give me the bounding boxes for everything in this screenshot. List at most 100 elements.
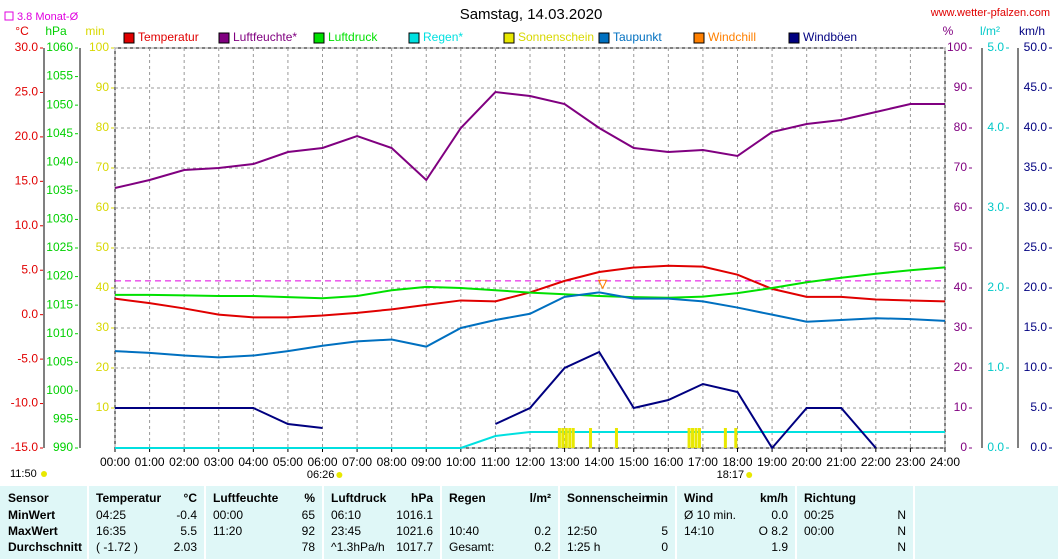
y-tick-label: 40.0	[1024, 120, 1048, 134]
legend-swatch	[218, 32, 230, 44]
table-cell: Luftfeuchte	[213, 491, 279, 505]
table-cell: 16:35	[96, 524, 126, 538]
legend-swatch	[693, 32, 705, 44]
table-cell: °C	[184, 491, 198, 505]
sunshine-bar	[723, 428, 727, 448]
table-cell: ( -1.72 )	[96, 540, 138, 554]
table-cell: 0.0	[771, 508, 788, 522]
y-tick-label: 10.0	[1024, 360, 1048, 374]
y-tick-label: 80	[96, 120, 110, 134]
table-cell: 92	[302, 524, 316, 538]
table-cell: O 8.2	[759, 524, 789, 538]
y-tick-label: 1000	[46, 383, 73, 397]
y-tick-label: 0.0	[21, 307, 38, 321]
table-cell: 5.5	[180, 524, 197, 538]
y-tick-label: 100	[89, 40, 109, 54]
y-tick-label: 50	[954, 240, 968, 254]
table-cell: 0	[661, 540, 668, 554]
y-tick-label: 1055	[46, 69, 73, 83]
table-background	[0, 486, 1058, 559]
legend-swatch	[313, 32, 325, 44]
table-cell: 0.2	[534, 540, 551, 554]
annotation: 18:17	[717, 469, 745, 481]
sun-icon	[336, 472, 343, 478]
table-cell: N	[897, 540, 906, 554]
y-tick-label: 60	[96, 200, 110, 214]
sunshine-bar	[564, 428, 568, 448]
month-avg-label: 3.8 Monat-Ø	[17, 11, 79, 23]
y-tick-label: 25.0	[15, 85, 39, 99]
x-tick-label: 06:00	[307, 455, 337, 469]
y-tick-label: 10	[954, 400, 968, 414]
legend-label: Windböen	[803, 30, 857, 44]
table-cell: km/h	[760, 491, 788, 505]
x-tick-label: 18:00	[722, 455, 752, 469]
x-tick-label: 21:00	[826, 455, 856, 469]
y-tick-label: 10.0	[15, 218, 39, 232]
table-cell: 10:40	[449, 524, 479, 538]
series-line	[115, 350, 877, 450]
sun-icon	[41, 471, 47, 477]
y-tick-label: 30	[954, 320, 968, 334]
legend-swatch	[123, 32, 135, 44]
table-cell: 00:25	[804, 508, 834, 522]
y-tick-label: 990	[53, 440, 73, 454]
x-tick-label: 09:00	[411, 455, 441, 469]
series-line	[115, 431, 945, 449]
sunshine-bar	[561, 428, 565, 448]
y-tick-label: 1050	[46, 97, 73, 111]
y-tick-label: 5.0	[987, 40, 1004, 54]
table-cell: 11:20	[213, 524, 242, 538]
table-cell: min	[647, 491, 668, 505]
y-tick-label: 1035	[46, 183, 73, 197]
y-tick-label: -15.0	[11, 440, 39, 454]
x-tick-label: 24:00	[930, 455, 960, 469]
y-tick-label: 1010	[46, 326, 73, 340]
table-cell: 00:00	[804, 524, 834, 538]
x-tick-label: 01:00	[135, 455, 165, 469]
y-tick-label: 90	[96, 80, 110, 94]
legend-swatch	[503, 32, 515, 44]
y-tick-label: 70	[96, 160, 110, 174]
x-tick-label: 17:00	[688, 455, 718, 469]
y-tick-label: 20.0	[1024, 280, 1048, 294]
x-tick-label: 14:00	[584, 455, 614, 469]
table-cell: %	[304, 491, 315, 505]
series-line	[114, 291, 946, 359]
x-tick-label: 05:00	[273, 455, 303, 469]
x-tick-label: 04:00	[238, 455, 268, 469]
x-tick-label: 13:00	[550, 455, 580, 469]
legend-label: Temperatur	[138, 30, 199, 44]
y-tick-label: 2.0	[987, 280, 1004, 294]
axis-unit: %	[943, 24, 954, 38]
y-tick-label: 40	[954, 280, 968, 294]
y-tick-label: 1015	[46, 297, 73, 311]
y-tick-label: 20	[96, 360, 110, 374]
table-cell: Sensor	[8, 491, 49, 505]
x-tick-label: 02:00	[169, 455, 199, 469]
sunshine-bar	[614, 428, 618, 448]
legend-label: Taupunkt	[613, 30, 662, 44]
y-tick-label: 0.0	[1030, 440, 1047, 454]
x-tick-label: 16:00	[653, 455, 683, 469]
sunshine-bar	[697, 428, 701, 448]
x-tick-label: 08:00	[377, 455, 407, 469]
y-tick-label: 30	[96, 320, 110, 334]
table-cell: Regen	[449, 491, 486, 505]
y-tick-label: 1045	[46, 126, 73, 140]
chart-title: Samstag, 14.03.2020	[460, 6, 603, 23]
x-tick-label: 00:00	[100, 455, 130, 469]
y-tick-label: 0.0	[987, 440, 1004, 454]
sunshine-bar	[734, 428, 738, 448]
legend-swatch	[408, 32, 420, 44]
legend-label: Regen*	[423, 30, 463, 44]
table-cell: MinWert	[8, 508, 55, 522]
table-cell: 78	[302, 540, 316, 554]
y-tick-label: 35.0	[1024, 160, 1048, 174]
y-tick-label: 25.0	[1024, 240, 1048, 254]
y-tick-label: 70	[954, 160, 968, 174]
x-tick-label: 19:00	[757, 455, 787, 469]
table-cell: Wind	[684, 491, 713, 505]
table-cell: 1017.7	[396, 540, 433, 554]
